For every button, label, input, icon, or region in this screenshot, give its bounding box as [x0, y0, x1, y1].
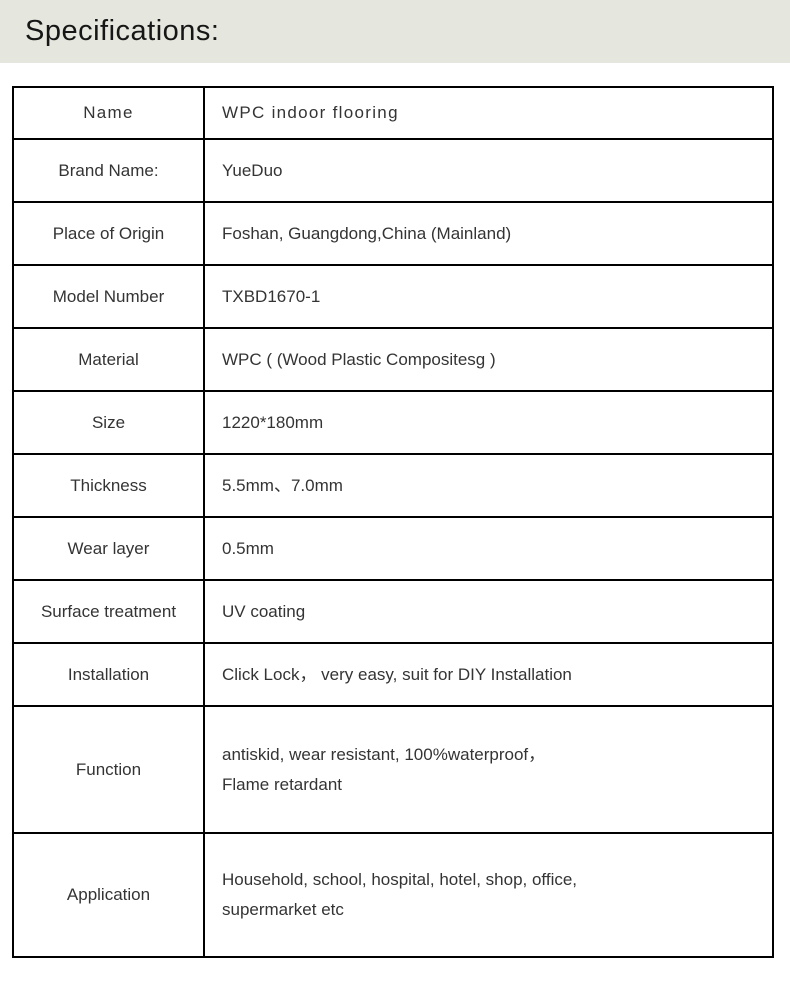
row-value-wear-layer: 0.5mm	[222, 538, 274, 558]
row-label-wear-layer: Wear layer	[14, 518, 205, 579]
row-value-size: 1220*180mm	[222, 412, 324, 432]
header-bar: Specifications:	[0, 0, 790, 63]
table-row: Surface treatment UV coating	[14, 581, 772, 644]
row-value-material: WPC ( (Wood Plastic Compositesg )	[222, 349, 496, 369]
row-label-size: Size	[14, 392, 205, 453]
page-title: Specifications:	[25, 15, 220, 47]
row-label-place-of-origin: Place of Origin	[14, 203, 205, 264]
table-row: Wear layer 0.5mm	[14, 518, 772, 581]
row-label-installation: Installation	[14, 644, 205, 705]
specifications-table: Name WPC indoor flooring Brand Name: Yue…	[12, 86, 774, 958]
row-value-installation: Click Lock， very easy, suit for DIY Inst…	[222, 664, 572, 684]
table-row: Brand Name: YueDuo	[14, 140, 772, 203]
row-value-name: WPC indoor flooring	[222, 103, 399, 123]
table-row: Function antiskid, wear resistant, 100%w…	[14, 707, 772, 834]
row-value-function: antiskid, wear resistant, 100%waterproof…	[222, 744, 546, 794]
row-value-thickness: 5.5mm、7.0mm	[222, 475, 343, 495]
table-row: Material WPC ( (Wood Plastic Compositesg…	[14, 329, 772, 392]
table-row: Model Number TXBD1670-1	[14, 266, 772, 329]
table-row: Application Household, school, hospital,…	[14, 834, 772, 956]
row-label-surface-treatment: Surface treatment	[14, 581, 205, 642]
table-row: Installation Click Lock， very easy, suit…	[14, 644, 772, 707]
row-value-surface-treatment: UV coating	[222, 601, 306, 621]
table-row: Thickness 5.5mm、7.0mm	[14, 455, 772, 518]
row-label-material: Material	[14, 329, 205, 390]
row-label-brand-name: Brand Name:	[14, 140, 205, 201]
row-label-application: Application	[14, 834, 205, 956]
row-label-name: Name	[14, 88, 205, 138]
row-label-function: Function	[14, 707, 205, 832]
row-label-model-number: Model Number	[14, 266, 205, 327]
row-label-thickness: Thickness	[14, 455, 205, 516]
table-row: Place of Origin Foshan, Guangdong,China …	[14, 203, 772, 266]
table-row: Size 1220*180mm	[14, 392, 772, 455]
row-value-brand-name: YueDuo	[222, 160, 283, 180]
row-value-application: Household, school, hospital, hotel, shop…	[222, 870, 578, 919]
table-row: Name WPC indoor flooring	[14, 88, 772, 140]
row-value-place-of-origin: Foshan, Guangdong,China (Mainland)	[222, 223, 512, 243]
row-value-model-number: TXBD1670-1	[222, 286, 321, 306]
